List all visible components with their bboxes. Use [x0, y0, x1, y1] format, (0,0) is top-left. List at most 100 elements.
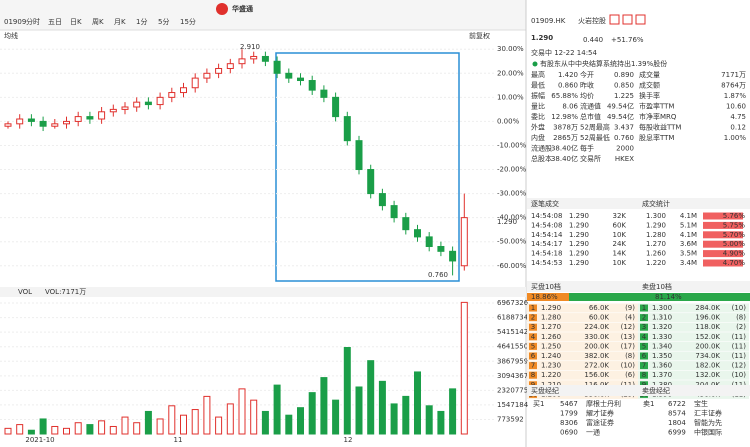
icon[interactable]: [609, 14, 620, 25]
tab[interactable]: 逐笔成交: [531, 199, 559, 208]
stat-volume: 3.4M: [680, 259, 697, 267]
candle-body: [320, 89, 328, 98]
vol-tick-label: 3867959: [497, 357, 528, 365]
volume-bar: [308, 392, 316, 435]
level: 8: [531, 371, 535, 379]
candle-body: [425, 236, 433, 248]
book-row-bg: [638, 351, 749, 361]
broker-tag: 卖1: [643, 400, 654, 408]
volume-bar: [355, 386, 363, 435]
book-count: (12): [621, 323, 636, 331]
volume-bar: [180, 414, 187, 435]
vol-tick-label: 6188734: [497, 314, 529, 322]
period-tab[interactable]: 周K: [92, 18, 104, 26]
stat-bar: [703, 240, 743, 248]
period-tab[interactable]: 日K: [70, 18, 82, 26]
book-volume: 200.0K: [695, 342, 720, 350]
volume-bar: [98, 420, 106, 435]
y-tick-label: -20.00%: [497, 166, 527, 174]
period-tab[interactable]: 5分: [158, 17, 169, 26]
book-volume: 382.0K: [584, 352, 609, 360]
icon[interactable]: [635, 14, 646, 25]
stat-bar: [703, 221, 743, 229]
stat-price: 1.220: [646, 259, 666, 267]
period-tab[interactable]: 月K: [114, 18, 126, 26]
candle-body: [109, 108, 117, 113]
bid-title: 买盘10档: [531, 282, 561, 291]
level-box: [640, 314, 648, 322]
broker-id: 8306: [560, 419, 578, 427]
book-volume: 224.0K: [584, 323, 609, 331]
icon[interactable]: [622, 14, 633, 25]
x-tick-label: 11: [174, 436, 183, 444]
notice: 有股东从中中央结算系统持出1.39%股份: [540, 59, 667, 68]
vol-tick-label: 773592: [497, 415, 524, 423]
book-volume: 196.0K: [695, 314, 720, 322]
quote-value: 0.890: [614, 71, 634, 79]
book-row-bg: [527, 313, 638, 323]
book-price: 1.360: [652, 362, 672, 370]
broker-name: 智能为先: [694, 418, 722, 427]
broker-name: 中银国际: [694, 428, 722, 437]
quote-label: 昨收: [580, 81, 594, 90]
candle-body: [250, 55, 258, 60]
vol-tick-label: 3094367: [497, 372, 528, 380]
stock-name: 火岩控股: [578, 16, 606, 25]
book-volume: 156.0K: [584, 371, 609, 379]
quote-label: 市盈率TTM: [639, 102, 674, 111]
quote-value: 0.850: [614, 82, 634, 90]
quote-value: 3878万: [553, 124, 578, 132]
level: 7: [531, 362, 535, 370]
volume-bar: [402, 395, 410, 435]
quote-value: HKEX: [615, 155, 634, 163]
book-volume: 204.0K: [695, 381, 720, 389]
y-tick-label: -30.00%: [497, 190, 527, 198]
period-tab[interactable]: 分时: [26, 17, 40, 26]
stat-pct: 4.70%: [723, 259, 746, 267]
book-price: 1.350: [652, 352, 672, 360]
quote-value: 49.54亿: [607, 112, 634, 121]
volume-bar: [74, 422, 82, 435]
level: 3: [642, 323, 646, 331]
book-price: 1.270: [541, 323, 561, 331]
period-tab[interactable]: 1分: [136, 17, 147, 26]
volume-bar: [367, 360, 375, 435]
book-row-bg: [527, 370, 638, 380]
volume-bar: [86, 424, 94, 435]
level: 1: [531, 304, 535, 312]
book-row-bg: [527, 303, 638, 313]
broker-name: 摩根士丹利: [586, 399, 621, 408]
broker-id: 1804: [668, 419, 686, 427]
trade-price: 1.290: [569, 231, 589, 239]
candle-body: [261, 55, 269, 62]
level: 5: [531, 342, 535, 350]
book-price: 1.220: [541, 371, 561, 379]
level-box: [529, 381, 537, 389]
book-row-bg: [527, 361, 638, 371]
book-price: 1.280: [541, 314, 561, 322]
period-tab[interactable]: 五日: [48, 18, 62, 26]
candle-body: [273, 60, 281, 74]
book-volume: 118.0K: [695, 323, 720, 331]
volume-bar: [63, 427, 70, 435]
book-volume: 132.0K: [695, 371, 720, 379]
book-price: 1.300: [652, 304, 672, 312]
low-label: 0.760: [428, 271, 448, 279]
quote-value: 38.40亿: [551, 154, 578, 163]
ask-pct: 81.14%: [655, 293, 682, 301]
book-volume: 66.0K: [589, 304, 610, 312]
stat-price: 1.300: [646, 212, 666, 220]
tab[interactable]: 成交统计: [642, 199, 670, 208]
y-tick-label: -10.00%: [497, 141, 527, 149]
broker-name: 汇丰证券: [694, 409, 722, 418]
broker-name: 富途证券: [586, 418, 614, 427]
quote-label: 换手率: [639, 91, 660, 100]
period-tab[interactable]: 15分: [180, 17, 196, 26]
candle-body: [308, 80, 316, 91]
quote-value: 8764万: [721, 82, 746, 90]
volume-bar: [16, 424, 24, 435]
quote-label: 量比: [531, 102, 545, 111]
trade-time: 14:54:08: [531, 221, 562, 229]
book-price: 1.320: [652, 323, 672, 331]
